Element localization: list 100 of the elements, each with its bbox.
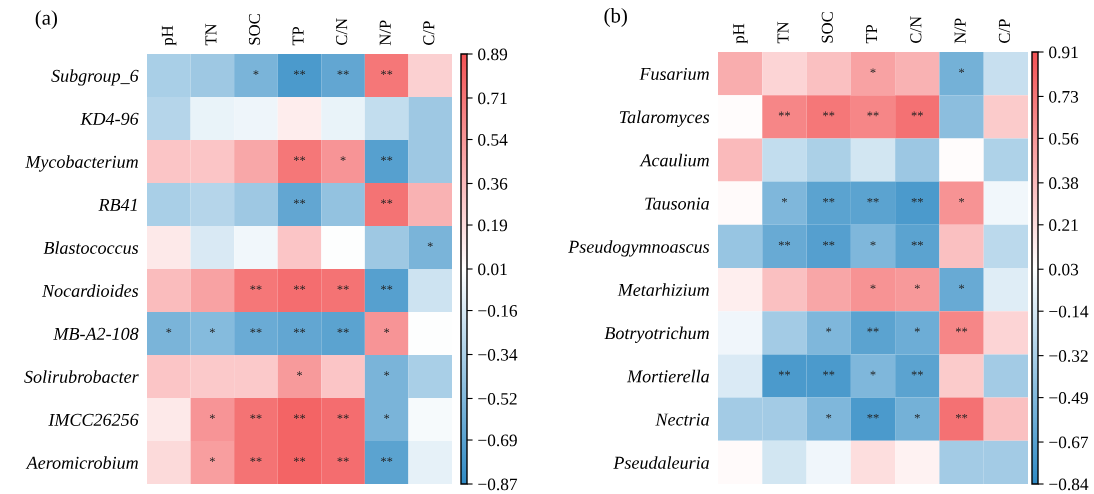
y-tick-label: Talaromyces <box>619 110 710 127</box>
color-bar-label: −0.34 <box>478 348 518 361</box>
data-label: * <box>253 70 259 75</box>
y-tick-label: Nectria <box>655 413 709 426</box>
data-label: ** <box>381 285 393 290</box>
data-label: ** <box>823 370 835 376</box>
y-tick-label: MB-A2-108 <box>53 327 139 340</box>
y-tick-label: Mycobacterium <box>25 155 138 172</box>
y-tick-label: Fusarium <box>639 67 709 81</box>
data-label: ** <box>293 328 306 333</box>
y-tick-label: Botryotrichum <box>604 326 709 343</box>
x-tick-label: pH <box>161 25 177 46</box>
data-label: ** <box>778 370 791 376</box>
data-label: ** <box>867 198 879 203</box>
data-label: ** <box>293 414 306 419</box>
data-label: ** <box>867 327 879 333</box>
y-tick-label: RB41 <box>98 198 137 211</box>
data-label: ** <box>823 111 835 117</box>
data-label: ** <box>293 457 306 462</box>
y-tick-label: Nocardioides <box>41 284 139 297</box>
x-tick-label: C/N <box>336 18 348 45</box>
data-label: ** <box>778 241 791 246</box>
data-label: ** <box>381 199 393 204</box>
data-label: * <box>870 370 876 376</box>
data-label: * <box>340 156 346 161</box>
data-label: * <box>166 328 172 333</box>
x-tick-label: N/P <box>379 20 391 46</box>
color-bar-label: −0.84 <box>1049 478 1089 491</box>
data-label: * <box>209 328 215 333</box>
data-label: * <box>209 457 215 462</box>
data-label: ** <box>293 199 306 204</box>
data-label: ** <box>381 156 393 161</box>
data-label: ** <box>293 156 306 161</box>
x-tick-label: N/P <box>954 18 966 44</box>
data-label: ** <box>337 285 349 290</box>
data-label: ** <box>293 285 306 290</box>
data-label: ** <box>250 328 262 333</box>
data-label: * <box>959 284 965 289</box>
data-label: * <box>870 68 876 73</box>
y-tick-label: KD4-96 <box>80 112 139 125</box>
data-label: ** <box>911 370 923 376</box>
data-label: ** <box>337 70 349 75</box>
color-bar-label: −0.14 <box>1049 305 1089 318</box>
x-tick-label: TP <box>866 24 878 44</box>
y-tick-label: Solirubrobacter <box>24 370 139 383</box>
color-bar-label: 0.91 <box>1049 46 1078 59</box>
color-bar-label: 0.19 <box>478 219 508 232</box>
x-tick-label: C/N <box>910 16 922 43</box>
data-label: * <box>384 414 390 419</box>
data-label: ** <box>778 111 791 117</box>
data-label: ** <box>867 414 879 419</box>
data-label: * <box>914 414 920 419</box>
color-bar-label: 0.21 <box>1049 219 1078 232</box>
data-label: ** <box>337 457 349 462</box>
data-label: * <box>296 371 303 376</box>
data-label: * <box>870 284 876 289</box>
color-bar-label: −0.87 <box>478 478 518 491</box>
color-bar-label: 0.01 <box>478 263 507 276</box>
x-tick-label: SOC <box>248 14 261 45</box>
color-bar-label: 0.38 <box>1049 177 1079 190</box>
data-label: ** <box>250 414 262 419</box>
data-label: ** <box>381 70 393 75</box>
x-tick-label: TP <box>292 26 304 46</box>
data-label: ** <box>911 241 923 246</box>
y-tick-label: Subgroup_6 <box>51 69 139 86</box>
y-tick-label: Acaulium <box>639 153 709 167</box>
data-label: ** <box>867 111 879 117</box>
color-bar-label: −0.16 <box>478 305 518 317</box>
color-bar-label: 0.03 <box>1049 263 1079 276</box>
data-label: * <box>384 371 390 376</box>
data-label: ** <box>955 414 968 419</box>
y-tick-label: Mortierella <box>626 369 709 383</box>
color-bar-label: 0.73 <box>1049 90 1079 103</box>
data-label: ** <box>911 198 923 203</box>
data-label: ** <box>823 198 835 203</box>
chart-title: (b) <box>604 7 627 27</box>
x-tick-label: C/P <box>998 19 1011 43</box>
data-label: ** <box>250 285 262 290</box>
data-label: ** <box>337 414 349 419</box>
data-label: * <box>384 328 390 333</box>
data-label: * <box>826 327 832 333</box>
data-label: * <box>209 414 215 419</box>
y-tick-label: Pseudogymnoascus <box>568 240 710 257</box>
data-label: * <box>870 241 876 246</box>
x-tick-label: TN <box>777 21 789 44</box>
x-tick-label: TN <box>205 23 217 46</box>
data-label: * <box>427 242 433 247</box>
color-bar-label: −0.32 <box>1049 350 1088 362</box>
color-bar-label: −0.69 <box>478 434 517 447</box>
data-label: * <box>959 198 965 203</box>
color-bar-label: −0.52 <box>478 392 517 405</box>
x-tick-label: SOC <box>821 12 833 43</box>
color-bar-label: 0.89 <box>478 48 508 61</box>
data-label: * <box>781 198 787 203</box>
x-tick-label: C/P <box>423 21 435 45</box>
color-bar-label: −0.67 <box>1049 436 1089 449</box>
data-label: ** <box>250 457 262 462</box>
color-bar-label: 0.56 <box>1049 132 1079 145</box>
x-tick-label: pH <box>733 23 748 44</box>
color-bar-label: −0.49 <box>1049 392 1088 404</box>
